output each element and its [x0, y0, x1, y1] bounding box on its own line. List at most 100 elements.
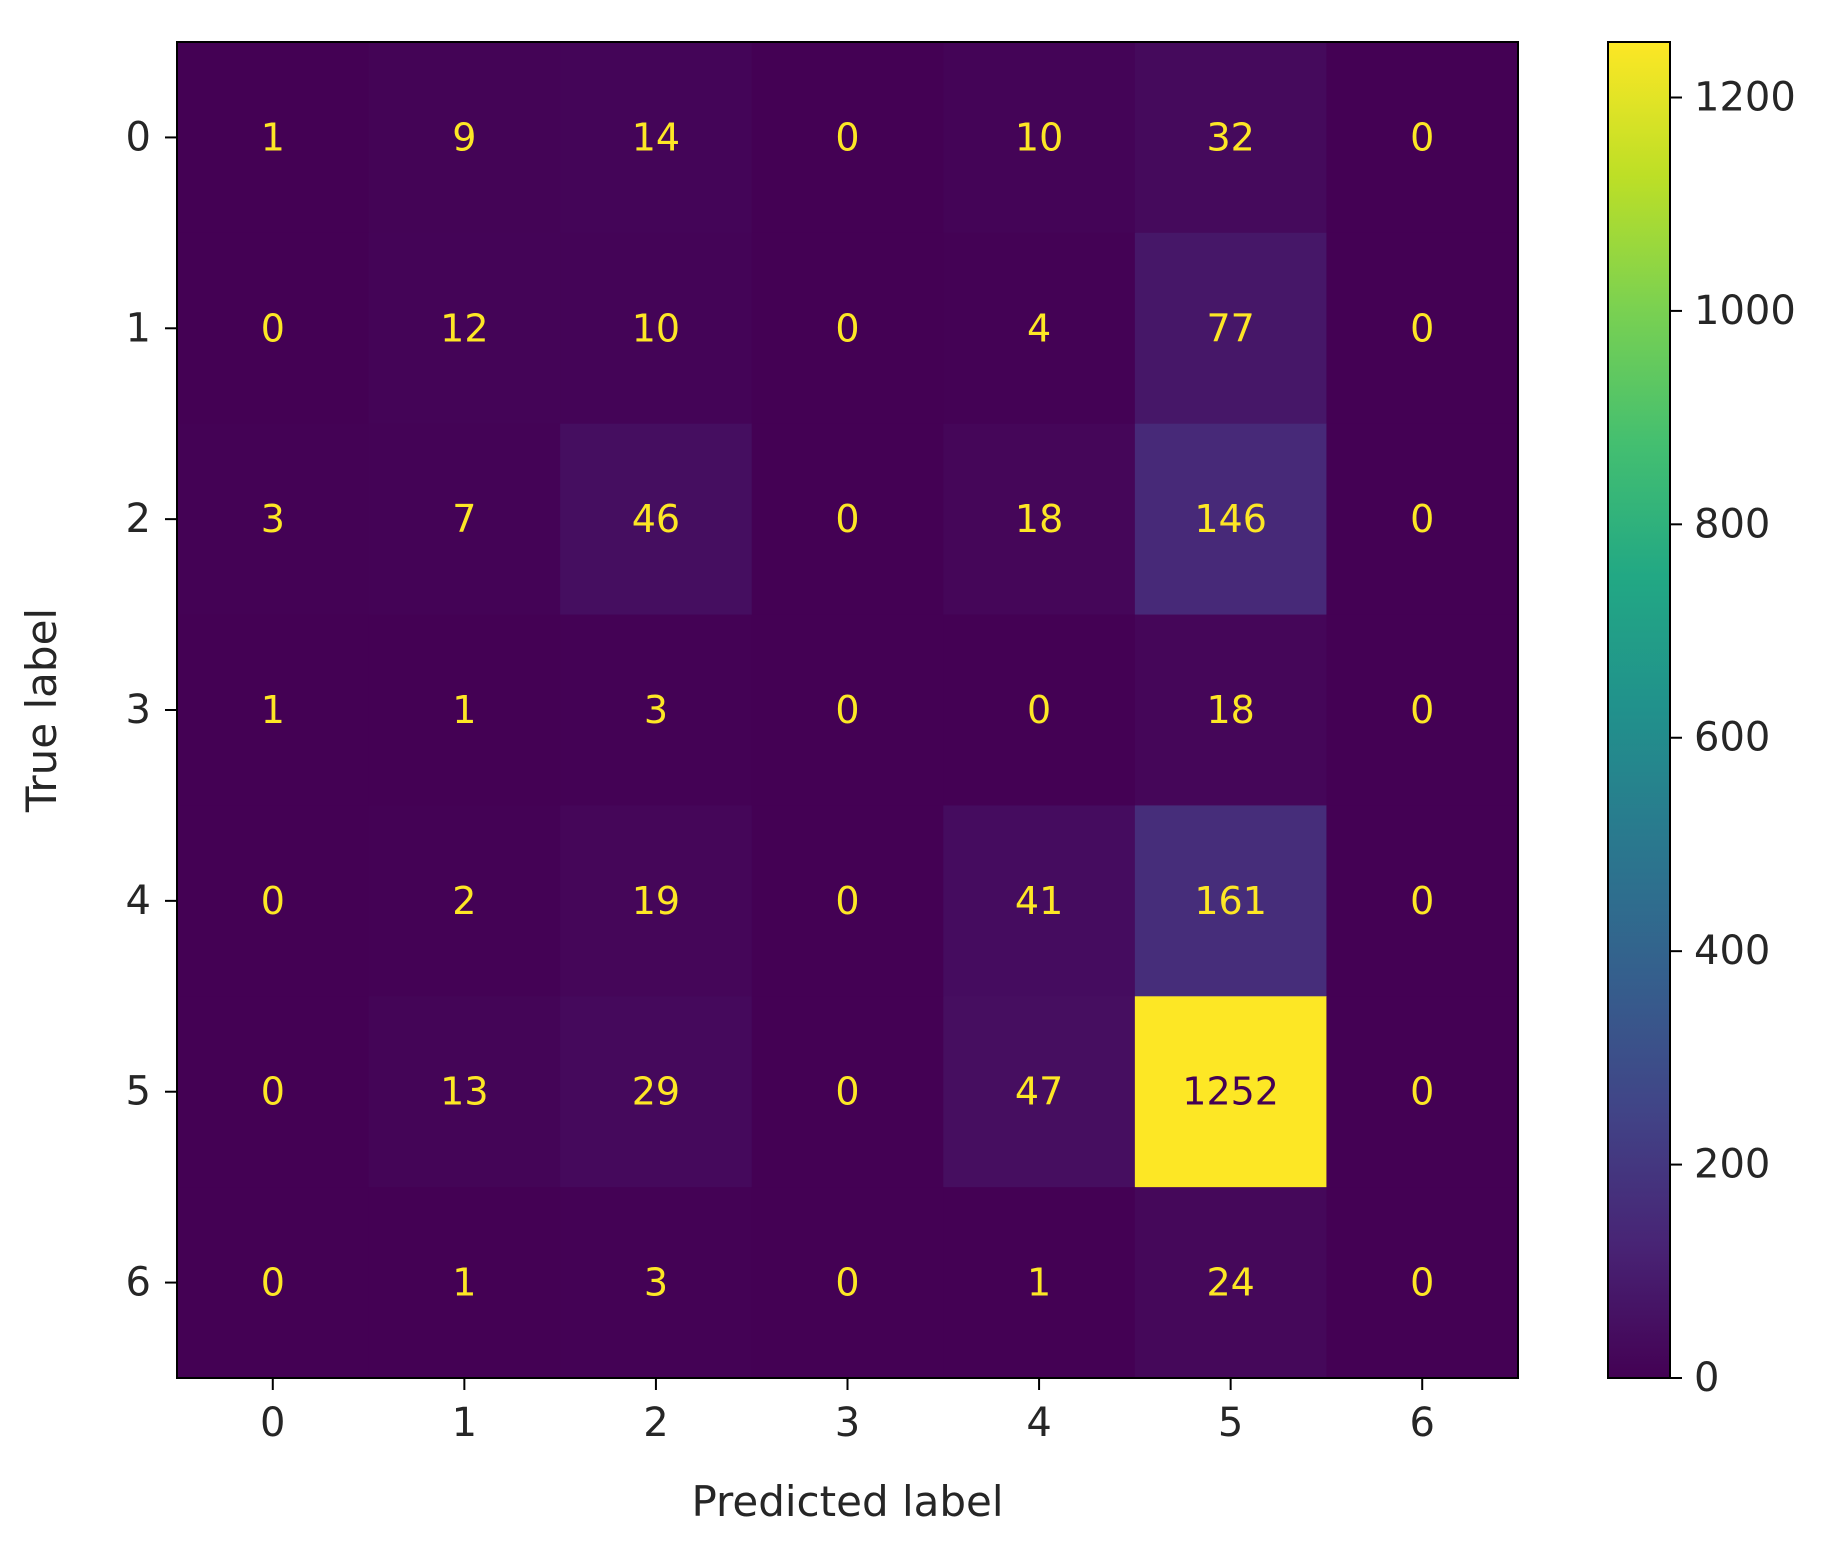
heatmap-cell-r3-c3: [751, 614, 944, 806]
y-tick-label-3: 3: [126, 687, 151, 733]
heatmap-cell-value-r1-c0: 0: [261, 306, 285, 350]
heatmap-cell-r4-c1: [368, 805, 561, 997]
heatmap-cell-r4-c6: [1326, 805, 1519, 997]
heatmap-cell-value-r1-c6: 0: [1410, 306, 1434, 350]
colorbar: 0 200 400 600 800 1000 1200: [1607, 41, 1796, 1401]
heatmap-cell-value-r0-c4: 10: [1015, 115, 1063, 159]
heatmap-cell-value-r6-c1: 1: [452, 1261, 476, 1305]
y-tick-label-4: 4: [126, 878, 151, 924]
heatmap-cell-value-r4-c1: 2: [452, 879, 476, 923]
heatmap-cell-r0-c4: [943, 42, 1136, 234]
heatmap-cell-r6-c1: [368, 1187, 561, 1379]
heatmap-cell-value-r1-c5: 77: [1206, 306, 1254, 350]
heatmap-cell-value-r4-c0: 0: [261, 879, 285, 923]
heatmap-cell-r1-c3: [751, 232, 944, 425]
heatmap-cell-r2-c3: [751, 423, 944, 616]
heatmap-cell-r3-c0: [177, 614, 370, 806]
heatmap-cell-value-r4-c6: 0: [1410, 879, 1434, 923]
heatmap-cell-r1-c2: [560, 232, 753, 425]
heatmap-cell-value-r0-c1: 9: [452, 115, 476, 159]
heatmap-cell-r0-c2: [560, 42, 753, 234]
heatmap-cell-value-r0-c2: 14: [632, 115, 680, 159]
heatmap-cell-value-r0-c3: 0: [835, 115, 859, 159]
heatmap-cell-value-r3-c1: 1: [452, 688, 476, 732]
heatmap-cell-value-r0-c6: 0: [1410, 115, 1434, 159]
heatmap-cell-value-r2-c1: 7: [452, 497, 476, 541]
heatmap-cell-r5-c2: [560, 996, 753, 1188]
heatmap-cell-r5-c3: [751, 996, 944, 1188]
heatmap-cell-value-r1-c1: 12: [440, 306, 488, 350]
x-tick-label-1: 1: [452, 1400, 477, 1446]
heatmap-cell-r0-c6: [1326, 42, 1519, 234]
heatmap-cell-value-r6-c3: 0: [835, 1261, 859, 1305]
heatmap-cell-r3-c2: [560, 614, 753, 806]
heatmap-cell-value-r5-c2: 29: [632, 1070, 680, 1114]
heatmap-cell-r4-c2: [560, 805, 753, 997]
heatmap-cell-value-r0-c5: 32: [1206, 115, 1254, 159]
colorbar-tick-label-400: 400: [1694, 928, 1770, 974]
heatmap-cell-r2-c6: [1326, 423, 1519, 616]
x-tick-label-2: 2: [643, 1400, 668, 1446]
x-axis-ticks: 0 1 2 3 4 5 6: [260, 1378, 1435, 1446]
heatmap-cell-value-r3-c0: 1: [261, 688, 285, 732]
heatmap-cell-value-r1-c3: 0: [835, 306, 859, 350]
heatmap-cell-value-r5-c3: 0: [835, 1070, 859, 1114]
heatmap-cell-value-r5-c1: 13: [440, 1070, 488, 1114]
heatmap-cell-value-r3-c6: 0: [1410, 688, 1434, 732]
heatmap-cell-r0-c3: [751, 42, 944, 234]
heatmap-cell-r4-c3: [751, 805, 944, 997]
heatmap-cell-r4-c5: [1134, 805, 1327, 997]
heatmap-cell-r2-c5: [1134, 423, 1327, 616]
heatmap-cell-value-r5-c0: 0: [261, 1070, 285, 1114]
y-axis-ticks: 0 1 2 3 4 5 6: [126, 114, 177, 1306]
heatmap-cell-value-r3-c2: 3: [644, 688, 668, 732]
heatmap-cell-r2-c4: [943, 423, 1136, 616]
heatmap-cell-labels: 1 9 14 0 10 32 00 12 10 0 4 77 03 7 46 0 18 146 01 1 3 0 0 18 00…: [261, 115, 1435, 1304]
heatmap-cell-value-r6-c5: 24: [1206, 1261, 1254, 1305]
heatmap-cell-value-r3-c5: 18: [1206, 688, 1254, 732]
colorbar-tick-label-800: 800: [1694, 501, 1770, 547]
heatmap-cell-r2-c2: [560, 423, 753, 616]
heatmap-cell-value-r3-c3: 0: [835, 688, 859, 732]
heatmap-cell-r4-c4: [943, 805, 1136, 997]
heatmap-cell-r6-c6: [1326, 1187, 1519, 1379]
heatmap-cell-r5-c0: [177, 996, 370, 1188]
heatmap-cell-r3-c5: [1134, 614, 1327, 806]
heatmap-cell-r1-c1: [368, 232, 561, 425]
heatmap-cell-value-r2-c0: 3: [261, 497, 285, 541]
heatmap-cell-value-r2-c4: 18: [1015, 497, 1063, 541]
colorbar-ticks: 0 200 400 600 800 1000 1200: [1670, 74, 1796, 1401]
heatmap-cell-r3-c4: [943, 614, 1136, 806]
heatmap-cell-r1-c6: [1326, 232, 1519, 425]
heatmap-cell-value-r4-c4: 41: [1015, 879, 1063, 923]
heatmap-cell-value-r1-c2: 10: [632, 306, 680, 350]
heatmap-cell-value-r4-c5: 161: [1194, 879, 1267, 923]
heatmap-cell-r1-c4: [943, 232, 1136, 425]
heatmap-cells: [177, 42, 1519, 1379]
heatmap-cell-value-r0-c0: 1: [261, 115, 285, 159]
colorbar-tick-label-200: 200: [1694, 1142, 1770, 1188]
x-tick-label-0: 0: [260, 1400, 285, 1446]
heatmap-cell-value-r6-c2: 3: [644, 1261, 668, 1305]
y-tick-label-1: 1: [126, 305, 151, 351]
heatmap-cell-value-r6-c0: 0: [261, 1261, 285, 1305]
heatmap-cell-value-r2-c5: 146: [1194, 497, 1267, 541]
colorbar-tick-label-1000: 1000: [1694, 288, 1796, 334]
heatmap-cell-value-r1-c4: 4: [1027, 306, 1051, 350]
heatmap-cell-r2-c0: [177, 423, 370, 616]
colorbar-gradient: [1608, 42, 1670, 1378]
heatmap-cell-r0-c1: [368, 42, 561, 234]
colorbar-tick-label-0: 0: [1694, 1355, 1719, 1401]
heatmap-cell-r2-c1: [368, 423, 561, 616]
y-tick-label-6: 6: [126, 1260, 151, 1306]
heatmap-cell-r6-c2: [560, 1187, 753, 1379]
heatmap-cell-value-r6-c4: 1: [1027, 1261, 1051, 1305]
y-axis-label: True label: [17, 608, 66, 813]
heatmap-cell-r0-c5: [1134, 42, 1327, 234]
x-tick-label-6: 6: [1409, 1400, 1434, 1446]
heatmap-cell-r5-c5: [1134, 996, 1327, 1188]
x-tick-label-4: 4: [1026, 1400, 1051, 1446]
heatmap-cell-r1-c0: [177, 232, 370, 425]
y-tick-label-0: 0: [126, 114, 151, 160]
